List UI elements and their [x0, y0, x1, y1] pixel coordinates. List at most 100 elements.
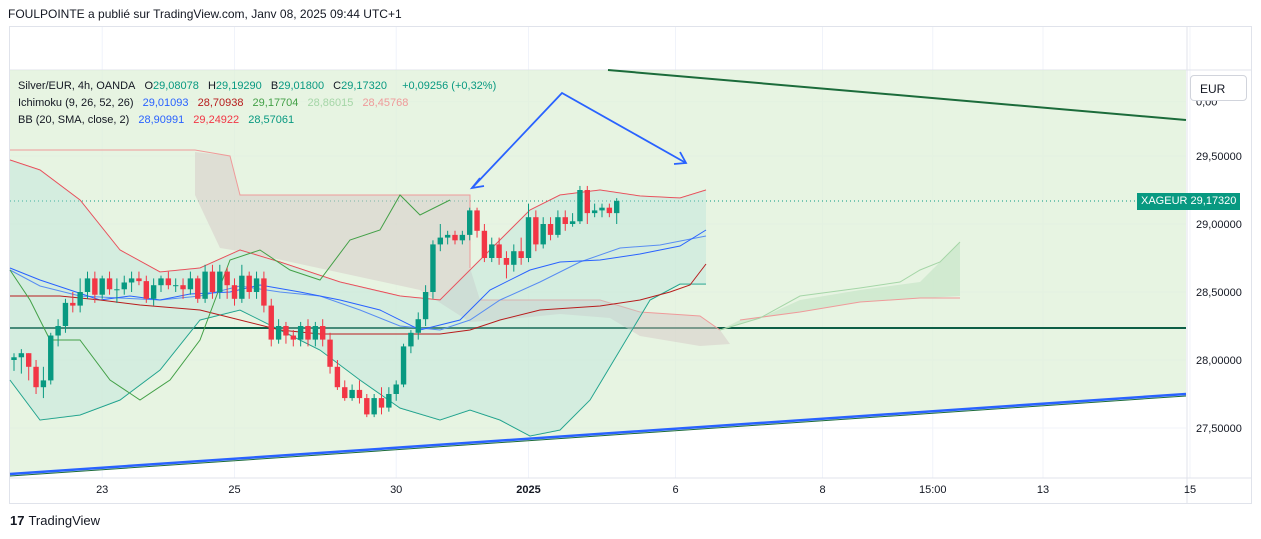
- arrow-annotation: [471, 91, 687, 189]
- candle-body: [364, 398, 370, 415]
- candle-body: [569, 221, 576, 224]
- candle-body: [327, 339, 333, 367]
- candle-body: [525, 217, 532, 258]
- time-tick-label: 30: [390, 484, 402, 496]
- candle-body: [577, 190, 583, 222]
- time-tick-label: 15: [1184, 484, 1196, 496]
- close-value: 29,17320: [341, 80, 387, 92]
- candle-body: [18, 353, 25, 358]
- ichimoku-span-b-2: [480, 299, 721, 331]
- ichimoku-span-a: [719, 241, 961, 331]
- candle-body: [371, 398, 377, 415]
- price-tag-value: 29,17320: [1190, 195, 1237, 207]
- currency-selector[interactable]: EUR: [1190, 75, 1247, 101]
- bb-upper-band: [9, 159, 707, 301]
- tradingview-logo-icon: 17: [10, 513, 25, 528]
- candle-body: [444, 234, 451, 238]
- candle-body: [562, 217, 568, 224]
- candle-body: [342, 387, 348, 399]
- candle-body: [349, 389, 355, 399]
- candle-body: [202, 271, 208, 299]
- ichimoku-kijun-value: 28,70938: [197, 97, 244, 109]
- candle-body: [320, 326, 326, 340]
- candle-body: [84, 278, 91, 292]
- candle-body: [165, 278, 172, 286]
- price-tick-label: 28,00000: [1196, 355, 1242, 367]
- tradingview-logo[interactable]: 17 TradingView: [10, 513, 100, 528]
- candle-body: [209, 271, 216, 292]
- symbol-label: Silver/EUR, 4h, OANDA: [18, 80, 136, 92]
- bb-lower-band: [9, 283, 706, 437]
- change-value: +0,09256 (+0,32%): [402, 80, 497, 92]
- candle-body: [224, 271, 230, 286]
- lower-trendline: [9, 392, 1187, 476]
- ichimoku-tenkan: [9, 229, 707, 331]
- candle-body: [128, 278, 135, 283]
- ichimoku-cloud-bullish: [720, 242, 960, 330]
- open-label: O: [144, 80, 153, 92]
- candle-body: [150, 285, 157, 299]
- candle-body: [400, 346, 407, 385]
- candle-body: [496, 244, 502, 258]
- candle-body: [312, 326, 319, 340]
- candle-body: [33, 366, 39, 388]
- bb-basis-value: 28,90991: [138, 114, 185, 126]
- candle-body: [268, 305, 274, 340]
- candle-body: [555, 217, 561, 235]
- price-tick-label: 29,50000: [1196, 151, 1242, 163]
- candle-body: [195, 278, 201, 299]
- candle-body: [606, 207, 613, 214]
- candle-body: [11, 357, 17, 360]
- ohlc-values: O29,08078 H29,19290 B29,01800 C29,17320: [144, 80, 396, 92]
- candle-body: [489, 244, 495, 258]
- legend-bb-row[interactable]: BB (20, SMA, close, 2) 28,90991 29,24922…: [18, 114, 300, 126]
- candle-body: [26, 353, 32, 367]
- publish-header: FOULPOINTE a publié sur TradingView.com,…: [8, 7, 402, 21]
- candle-body: [599, 207, 605, 211]
- candle-body: [408, 332, 414, 347]
- price-tick-label: 27,50000: [1196, 423, 1242, 435]
- ichimoku-chikou: [9, 194, 451, 401]
- candle-body: [136, 278, 142, 282]
- close-label: C: [333, 80, 342, 92]
- candle-body: [283, 326, 289, 336]
- high-label: H: [207, 80, 216, 92]
- candle-body: [114, 289, 120, 291]
- candle-body: [518, 251, 524, 258]
- candle-body: [430, 244, 436, 292]
- candle-body: [77, 292, 83, 306]
- candle-body: [121, 282, 127, 290]
- candle-body: [422, 292, 429, 320]
- ichimoku-chikou-value: 29,17704: [252, 97, 299, 109]
- candle-body: [481, 230, 488, 258]
- triangle-pattern-fill: [10, 70, 1186, 474]
- time-tick-label: 6: [672, 484, 678, 496]
- candle-body: [92, 278, 98, 295]
- candle-body: [143, 281, 149, 299]
- candle-body: [467, 210, 473, 235]
- candle-body: [253, 278, 260, 292]
- low-label: B: [270, 80, 279, 92]
- ichimoku-label: Ichimoku (9, 26, 52, 26): [18, 97, 134, 109]
- last-price-tag: XAGEUR 29,17320: [1137, 193, 1241, 210]
- time-tick-label: 2025: [516, 484, 540, 496]
- arrow-head-left: [469, 177, 485, 190]
- candle-body: [290, 335, 296, 340]
- candle-body: [547, 224, 554, 235]
- candle-body: [356, 389, 363, 399]
- candle-body: [40, 380, 47, 388]
- candle-body: [62, 302, 69, 326]
- candle-body: [393, 384, 399, 394]
- candle-body: [106, 278, 113, 290]
- bb-label: BB (20, SMA, close, 2): [18, 114, 130, 126]
- candle-body: [584, 190, 590, 214]
- ichimoku-span-a-value: 28,86015: [307, 97, 354, 109]
- open-value: 29,08078: [153, 80, 199, 92]
- chart-frame[interactable]: [9, 26, 1252, 504]
- legend-ichimoku-row[interactable]: Ichimoku (9, 26, 52, 26) 29,01093 28,709…: [18, 97, 414, 109]
- candle-body: [437, 237, 443, 245]
- candle-body: [503, 258, 510, 265]
- candles: [11, 185, 620, 418]
- tradingview-logo-text: TradingView: [28, 513, 101, 528]
